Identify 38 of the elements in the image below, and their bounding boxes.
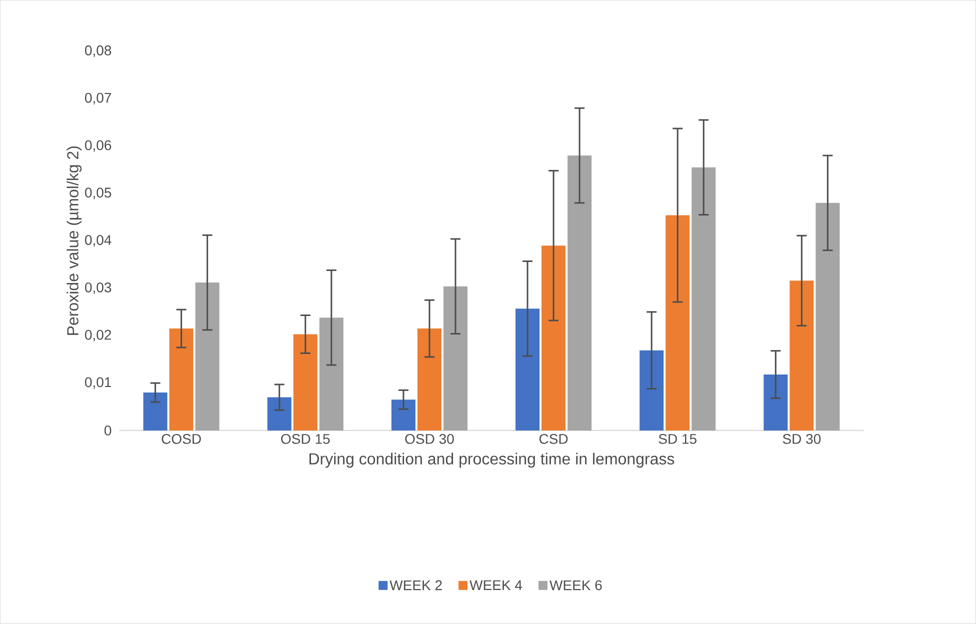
bar [692,167,716,431]
legend-label: WEEK 2 [390,580,442,590]
bar [790,280,814,431]
y-tick-label: 0 [104,426,112,436]
x-tick-label: CSD [539,434,568,444]
bar [143,392,168,431]
x-axis-title: Drying condition and processing time in lemongrass [310,452,674,468]
bar [764,374,788,431]
bar [640,350,664,431]
bar [816,203,840,431]
bar [169,328,194,431]
bar [666,215,690,431]
x-tick-label: COSD [162,434,201,444]
x-tick-label: SD 15 [658,434,696,444]
y-tick-label: 0,03 [85,282,112,294]
x-tick-label: SD 30 [782,434,821,444]
y-tick-label: 0,01 [85,377,112,389]
bar [568,156,592,431]
x-tick-label: OSD 30 [405,434,454,444]
y-tick-label: 0,08 [85,46,112,58]
y-tick-label: 0,05 [85,188,112,200]
bar [542,246,566,431]
bar [516,308,540,431]
bar [391,400,416,431]
y-tick-label: 0,04 [85,235,112,247]
x-tick-label: OSD 15 [281,434,330,444]
bar [195,282,220,431]
bar [267,397,292,431]
bar [319,318,344,431]
y-tick-label: 0,06 [85,140,112,152]
bar [443,286,468,431]
bar [293,334,318,431]
y-axis-title: Peroxide value (µmol/kg 2) [66,146,82,336]
bar [417,328,442,431]
y-tick-label: 0,07 [85,92,112,105]
legend-label: WEEK 6 [550,580,602,590]
legend-label: WEEK 4 [470,580,522,590]
y-tick-label: 0,02 [85,330,112,342]
